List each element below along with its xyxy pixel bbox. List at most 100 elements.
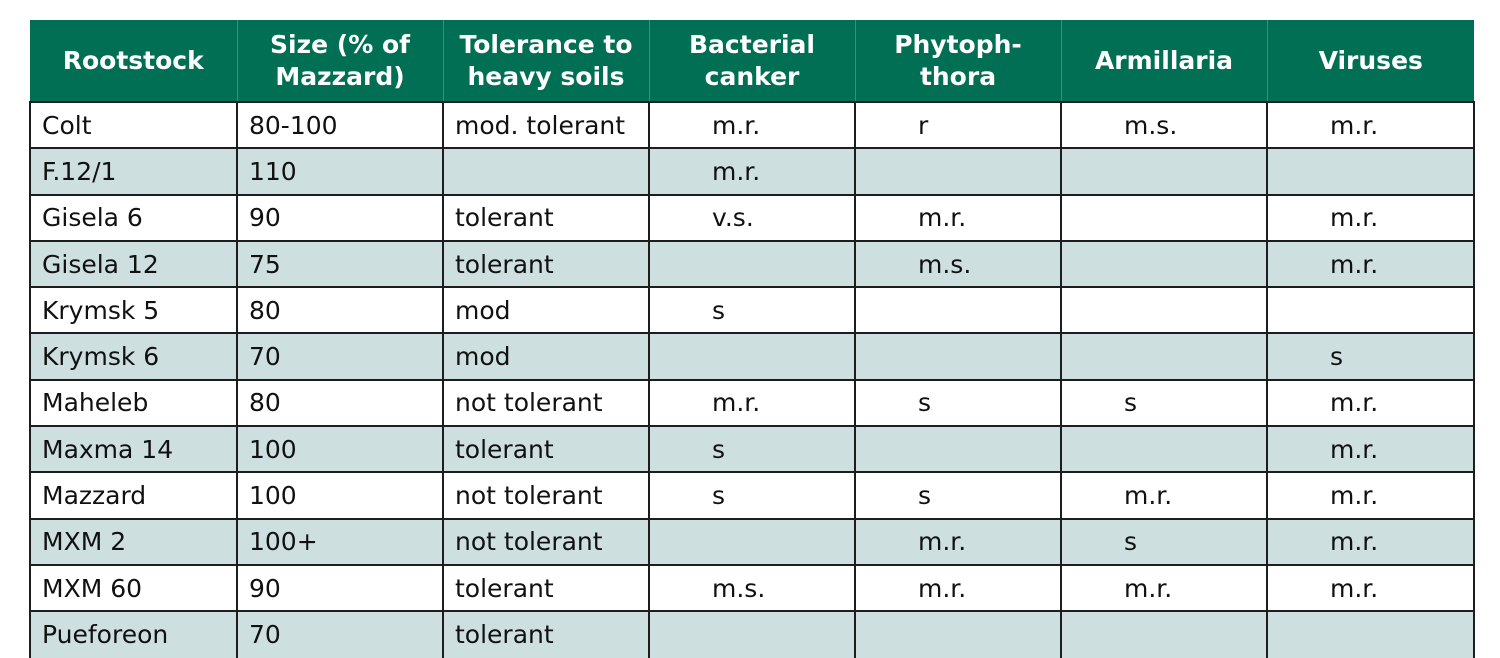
- cell-rootstock: Krymsk 6: [29, 332, 238, 380]
- cell-size: 100+: [237, 517, 444, 565]
- cell-bacterial-canker: [649, 517, 856, 565]
- header-tolerance: Tolerance to heavy soils: [443, 20, 650, 102]
- cell-phytophthora: m.r.: [855, 193, 1062, 241]
- cell-size: 70: [237, 610, 444, 658]
- table-row: Krymsk 6 70 mod s: [29, 332, 1475, 380]
- cell-phytophthora: m.r.: [855, 517, 1062, 565]
- cell-phytophthora: s: [855, 378, 1062, 427]
- cell-viruses: m.r.: [1267, 239, 1475, 288]
- cell-size: 110: [237, 147, 444, 195]
- cell-armillaria: [1061, 425, 1268, 473]
- table-body: Colt 80-100 mod. tolerant m.r. r m.s. m.r. F.12…: [29, 100, 1475, 658]
- rootstock-table: Rootstock Size (% of Mazzard) Tolerance t…: [29, 20, 1475, 658]
- table-row: MXM 2 100+ not tolerant m.r. s m.r.: [29, 517, 1475, 565]
- cell-size: 75: [237, 239, 444, 288]
- cell-size: 90: [237, 193, 444, 241]
- cell-size: 70: [237, 332, 444, 380]
- table-row: Gisela 12 75 tolerant m.s. m.r.: [29, 239, 1475, 288]
- cell-phytophthora: r: [855, 100, 1062, 149]
- cell-armillaria: m.r.: [1061, 471, 1268, 519]
- cell-tolerance: tolerant: [443, 610, 650, 658]
- rootstock-table-container: Rootstock Size (% of Mazzard) Tolerance t…: [29, 20, 1475, 658]
- cell-tolerance: not tolerant: [443, 471, 650, 519]
- cell-size: 80: [237, 286, 444, 334]
- cell-armillaria: [1061, 286, 1268, 334]
- cell-tolerance: tolerant: [443, 425, 650, 473]
- table-row: MXM 60 90 tolerant m.s. m.r. m.r. m.r.: [29, 563, 1475, 612]
- cell-rootstock: Colt: [29, 100, 238, 149]
- cell-armillaria: m.s.: [1061, 100, 1268, 149]
- cell-tolerance: [443, 147, 650, 195]
- cell-rootstock: Pueforeon: [29, 610, 238, 658]
- cell-viruses: [1267, 610, 1475, 658]
- cell-bacterial-canker: m.r.: [649, 100, 856, 149]
- cell-size: 100: [237, 471, 444, 519]
- cell-rootstock: Krymsk 5: [29, 286, 238, 334]
- cell-viruses: m.r.: [1267, 193, 1475, 241]
- cell-tolerance: tolerant: [443, 193, 650, 241]
- table-row: F.12/1 110 m.r.: [29, 147, 1475, 195]
- cell-tolerance: mod: [443, 332, 650, 380]
- header-armillaria: Armillaria: [1061, 20, 1268, 102]
- cell-viruses: s: [1267, 332, 1475, 380]
- table-row: Krymsk 5 80 mod s: [29, 286, 1475, 334]
- cell-phytophthora: m.r.: [855, 563, 1062, 612]
- table-row: Gisela 6 90 tolerant v.s. m.r. m.r.: [29, 193, 1475, 241]
- cell-phytophthora: [855, 425, 1062, 473]
- cell-phytophthora: [855, 147, 1062, 195]
- cell-rootstock: Gisela 6: [29, 193, 238, 241]
- cell-rootstock: Maheleb: [29, 378, 238, 427]
- cell-armillaria: s: [1061, 378, 1268, 427]
- cell-armillaria: s: [1061, 517, 1268, 565]
- cell-armillaria: [1061, 239, 1268, 288]
- cell-tolerance: not tolerant: [443, 378, 650, 427]
- cell-bacterial-canker: s: [649, 286, 856, 334]
- header-viruses: Viruses: [1267, 20, 1474, 102]
- cell-tolerance: tolerant: [443, 239, 650, 288]
- cell-armillaria: m.r.: [1061, 563, 1268, 612]
- cell-bacterial-canker: [649, 332, 856, 380]
- cell-viruses: m.r.: [1267, 378, 1475, 427]
- table-row: Mazzard 100 not tolerant s s m.r. m.r.: [29, 471, 1475, 519]
- header-row: Rootstock Size (% of Mazzard) Tolerance t…: [30, 20, 1474, 102]
- cell-armillaria: [1061, 610, 1268, 658]
- cell-viruses: m.r.: [1267, 471, 1475, 519]
- cell-tolerance: mod: [443, 286, 650, 334]
- cell-tolerance: mod. tolerant: [443, 100, 650, 149]
- table-row: Colt 80-100 mod. tolerant m.r. r m.s. m.r.: [29, 100, 1475, 149]
- cell-viruses: m.r.: [1267, 425, 1475, 473]
- cell-tolerance: not tolerant: [443, 517, 650, 565]
- cell-armillaria: [1061, 147, 1268, 195]
- cell-viruses: m.r.: [1267, 563, 1475, 612]
- cell-viruses: [1267, 286, 1475, 334]
- header-size: Size (% of Mazzard): [237, 20, 444, 102]
- cell-bacterial-canker: m.s.: [649, 563, 856, 612]
- header-phytophthora: Phytoph-thora: [855, 20, 1062, 102]
- cell-rootstock: MXM 2: [29, 517, 238, 565]
- cell-bacterial-canker: s: [649, 471, 856, 519]
- cell-viruses: m.r.: [1267, 100, 1475, 149]
- cell-size: 90: [237, 563, 444, 612]
- cell-phytophthora: s: [855, 471, 1062, 519]
- header-bacterial-canker: Bacterial canker: [649, 20, 856, 102]
- cell-rootstock: Gisela 12: [29, 239, 238, 288]
- cell-size: 100: [237, 425, 444, 473]
- cell-rootstock: Mazzard: [29, 471, 238, 519]
- cell-viruses: m.r.: [1267, 517, 1475, 565]
- table-row: Maxma 14 100 tolerant s m.r.: [29, 425, 1475, 473]
- table-row: Pueforeon 70 tolerant: [29, 610, 1475, 658]
- cell-rootstock: MXM 60: [29, 563, 238, 612]
- cell-bacterial-canker: [649, 610, 856, 658]
- cell-phytophthora: [855, 610, 1062, 658]
- cell-rootstock: F.12/1: [29, 147, 238, 195]
- cell-bacterial-canker: s: [649, 425, 856, 473]
- cell-bacterial-canker: m.r.: [649, 378, 856, 427]
- cell-size: 80-100: [237, 100, 444, 149]
- cell-tolerance: tolerant: [443, 563, 650, 612]
- cell-viruses: [1267, 147, 1475, 195]
- header-rootstock: Rootstock: [30, 20, 238, 102]
- cell-phytophthora: [855, 286, 1062, 334]
- cell-bacterial-canker: m.r.: [649, 147, 856, 195]
- cell-armillaria: [1061, 332, 1268, 380]
- cell-bacterial-canker: [649, 239, 856, 288]
